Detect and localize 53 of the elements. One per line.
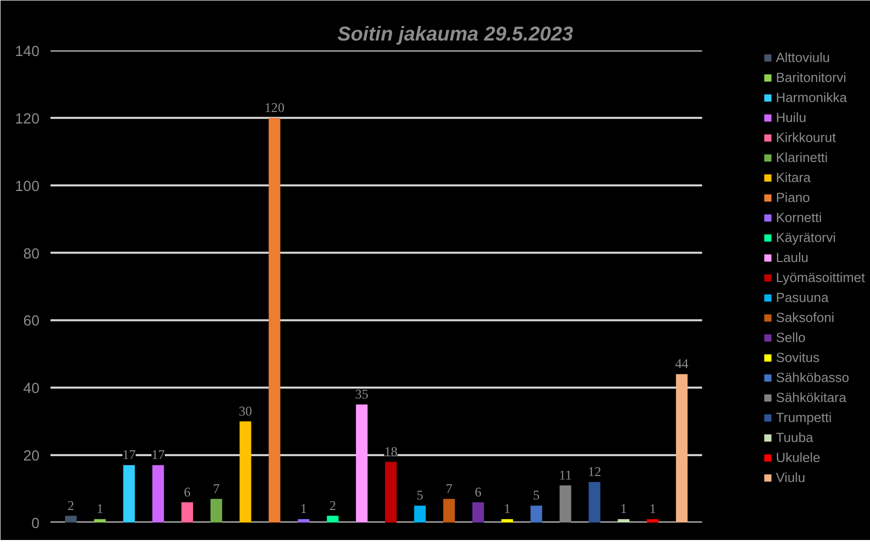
legend-label: Saksofoni (776, 310, 834, 325)
data-label: 120 (264, 100, 285, 115)
y-tick-label: 20 (23, 448, 40, 465)
y-tick-label: 100 (15, 178, 40, 195)
data-label: 5 (416, 488, 424, 503)
data-label: 6 (184, 484, 191, 500)
data-label: 12 (588, 464, 602, 480)
data-label: 35 (355, 386, 369, 402)
data-label: 17 (151, 447, 166, 462)
legend-label: Pasuuna (776, 290, 828, 305)
legend-label: Kirkkourut (776, 130, 836, 145)
legend-label: Piano (776, 190, 810, 205)
legend-label: Sähköbasso (776, 370, 850, 385)
chart-title: Soitin jakauma 29.5.2023 (337, 24, 574, 46)
data-label: 1 (504, 501, 511, 516)
legend-label: Lyömäsoittimet (776, 270, 865, 285)
legend-label: Ukulele (776, 450, 820, 465)
data-label: 5 (532, 488, 540, 503)
legend-label: Käyrätorvi (776, 230, 836, 245)
legend-label: Sovitus (776, 350, 820, 365)
legend-label: Klarinetti (776, 150, 828, 165)
legend-label: Viulu (776, 470, 806, 485)
data-label: 1 (300, 501, 307, 516)
data-label: 44 (675, 356, 689, 372)
legend-label: Huilu (776, 110, 806, 125)
data-label: 6 (474, 484, 482, 500)
legend-label: Baritonitorvi (776, 70, 846, 85)
data-label: 30 (238, 403, 252, 418)
legend-label: Trumpetti (776, 410, 832, 425)
legend-label: Tuuba (776, 430, 814, 445)
legend-label: Kornetti (776, 210, 822, 225)
data-label: 1 (649, 501, 656, 516)
legend-label: Kitara (776, 170, 811, 185)
y-tick-label: 60 (23, 314, 40, 330)
data-label: 1 (620, 501, 627, 516)
data-label: 18 (384, 444, 398, 459)
data-label: 2 (68, 498, 74, 513)
data-label: 7 (212, 480, 220, 496)
data-label: 7 (446, 480, 453, 496)
legend-label: Laulu (776, 250, 808, 265)
data-label: 1 (96, 501, 104, 516)
data-label: 17 (122, 447, 136, 462)
y-tick-label: 0 (31, 516, 40, 532)
data-label: 2 (329, 498, 336, 513)
y-tick-label: 80 (23, 246, 40, 262)
legend-label: Sähkökitara (776, 390, 846, 405)
y-tick-label: 120 (15, 111, 40, 128)
legend-label: Harmonikka (776, 90, 847, 105)
legend-label: Alttoviulu (776, 50, 830, 65)
data-label: 11 (558, 467, 572, 482)
legend-label: Sello (776, 330, 806, 345)
y-tick-label: 40 (23, 381, 40, 398)
y-tick-label: 140 (15, 44, 40, 60)
